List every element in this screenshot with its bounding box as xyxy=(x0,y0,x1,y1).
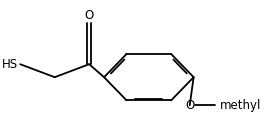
Text: HS: HS xyxy=(2,58,18,71)
Text: methyl: methyl xyxy=(220,99,261,112)
Text: O: O xyxy=(84,9,94,22)
Text: O: O xyxy=(185,99,194,112)
